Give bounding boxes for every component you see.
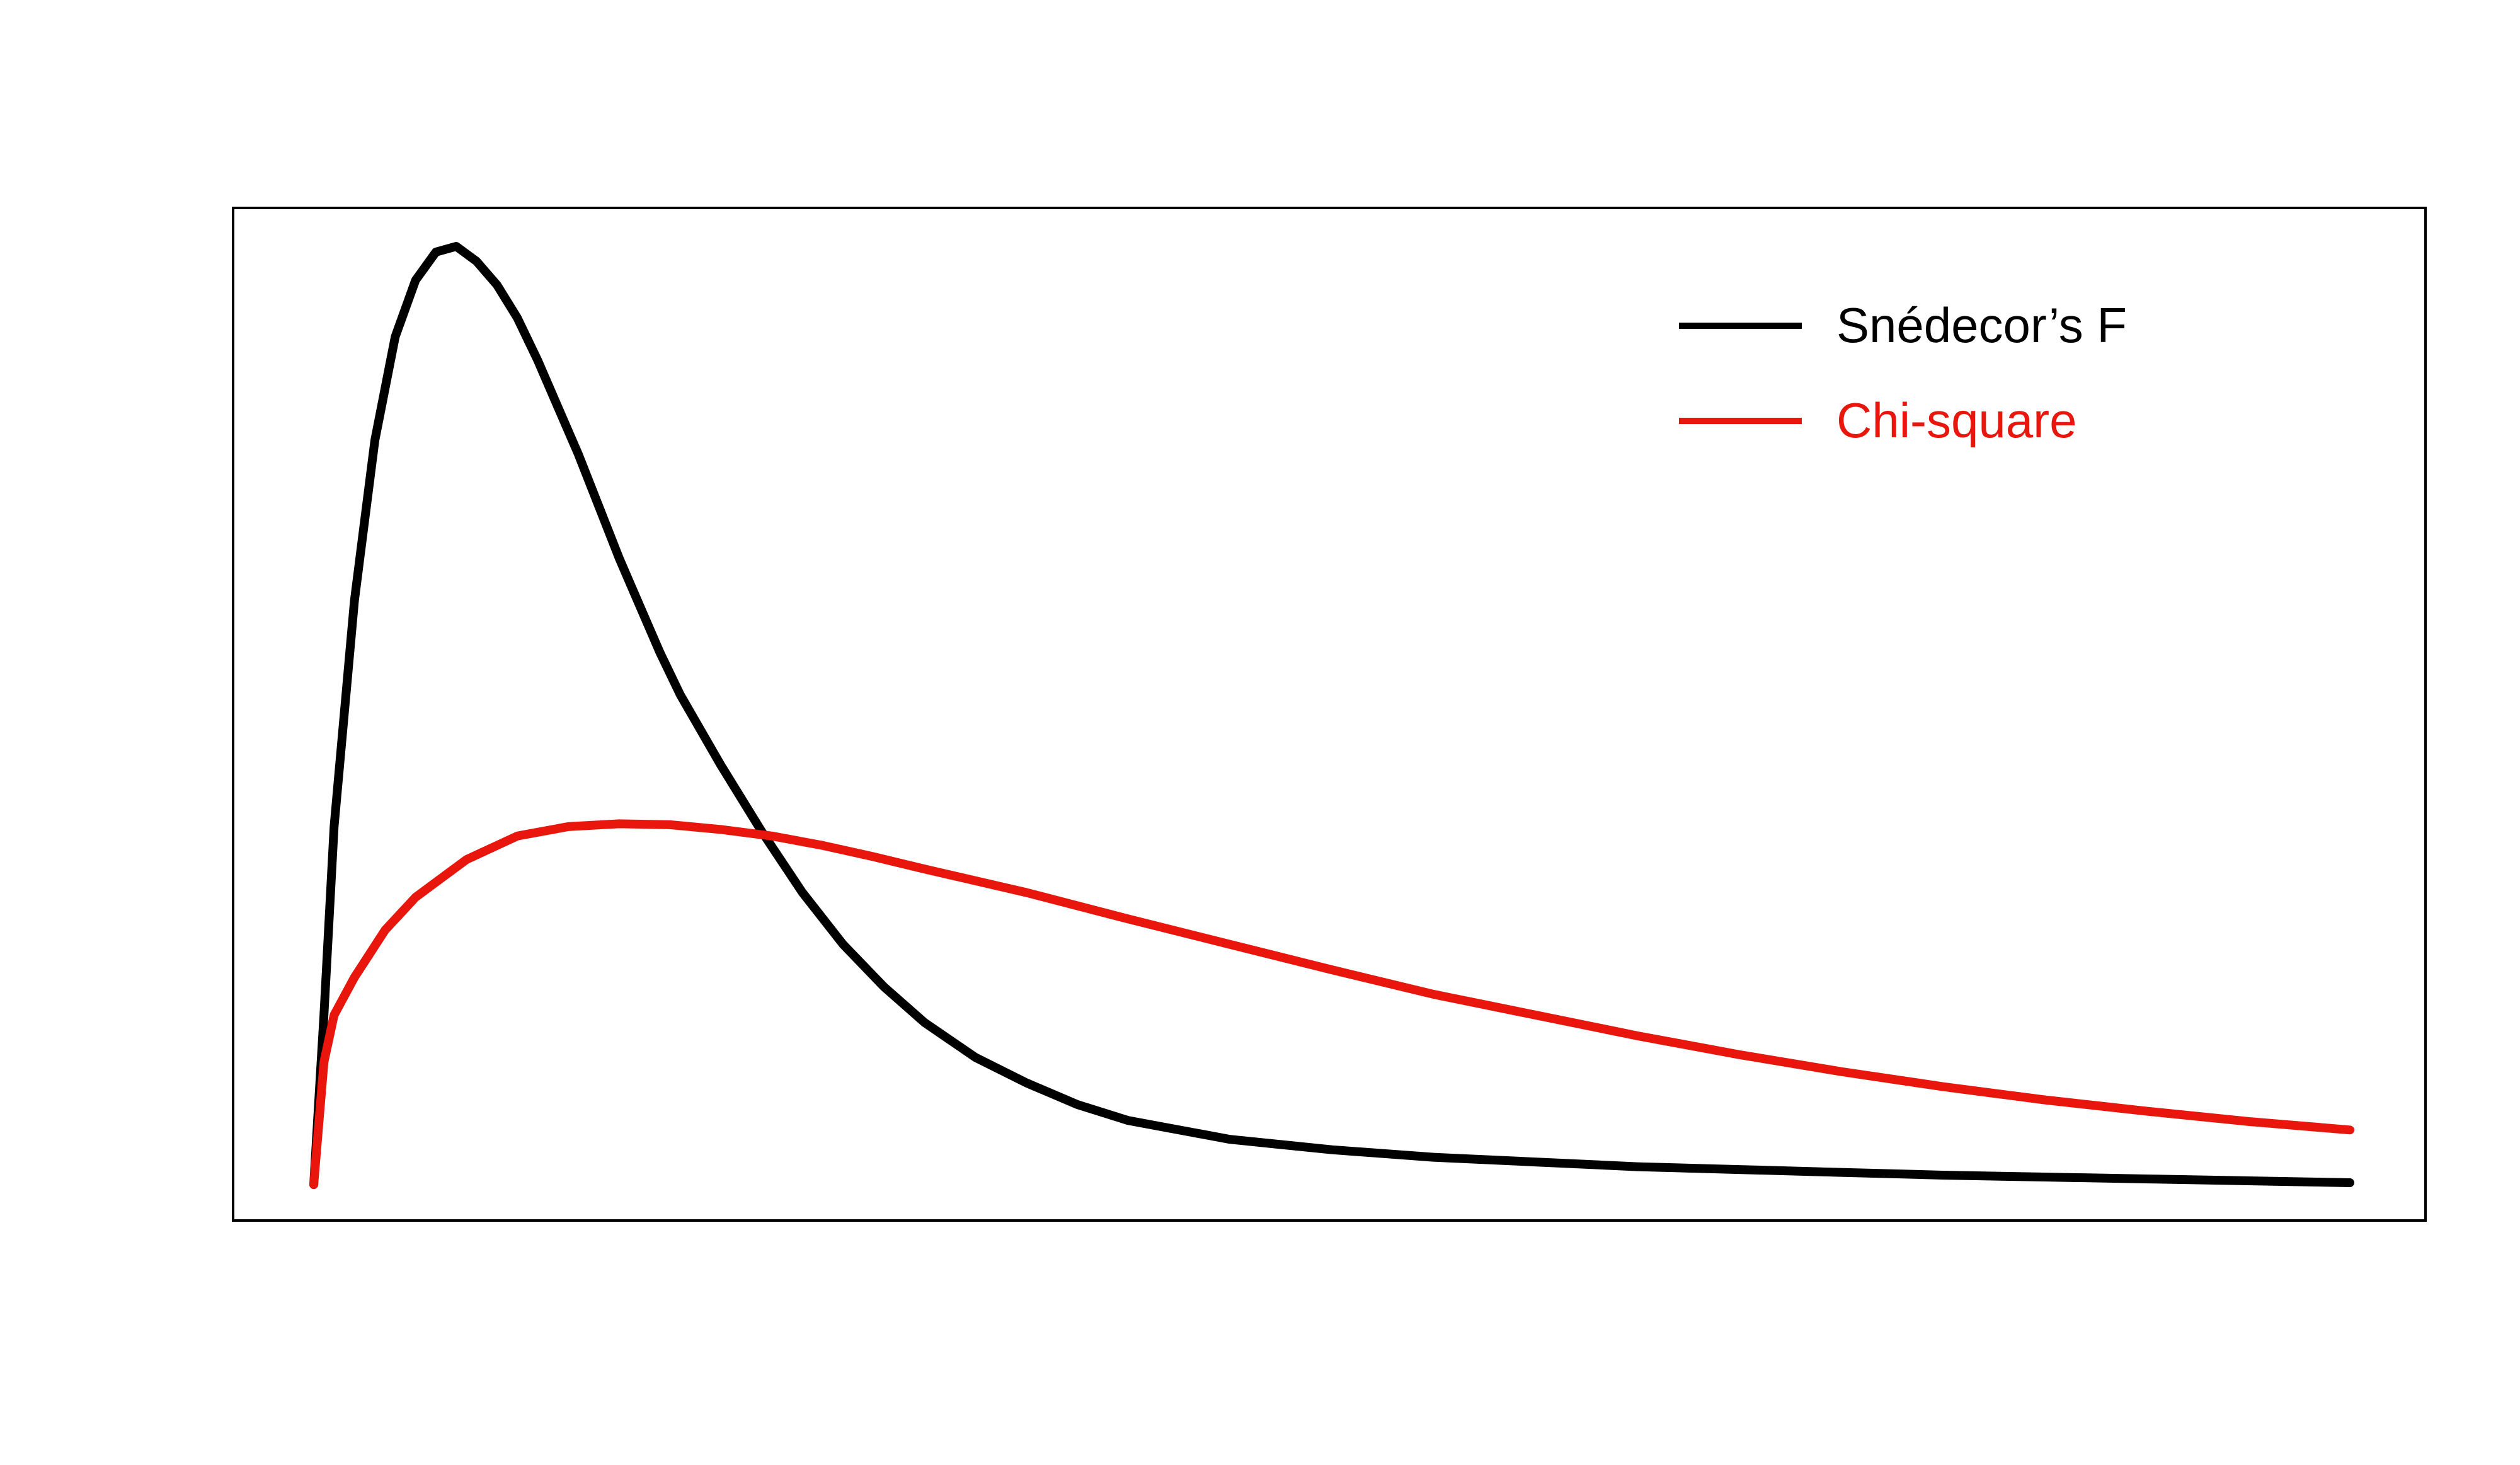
legend-label-chi-square: Chi-square <box>1836 393 2077 448</box>
series-line-snedecor-f <box>309 242 2354 1189</box>
plot-frame <box>232 207 2427 1222</box>
series-layer <box>309 242 2354 1189</box>
legend: Snédecor’s F Chi-square <box>1679 297 2127 448</box>
legend-label-snedecor-f: Snédecor’s F <box>1836 297 2127 353</box>
series-line-chi-square <box>309 819 2354 1189</box>
